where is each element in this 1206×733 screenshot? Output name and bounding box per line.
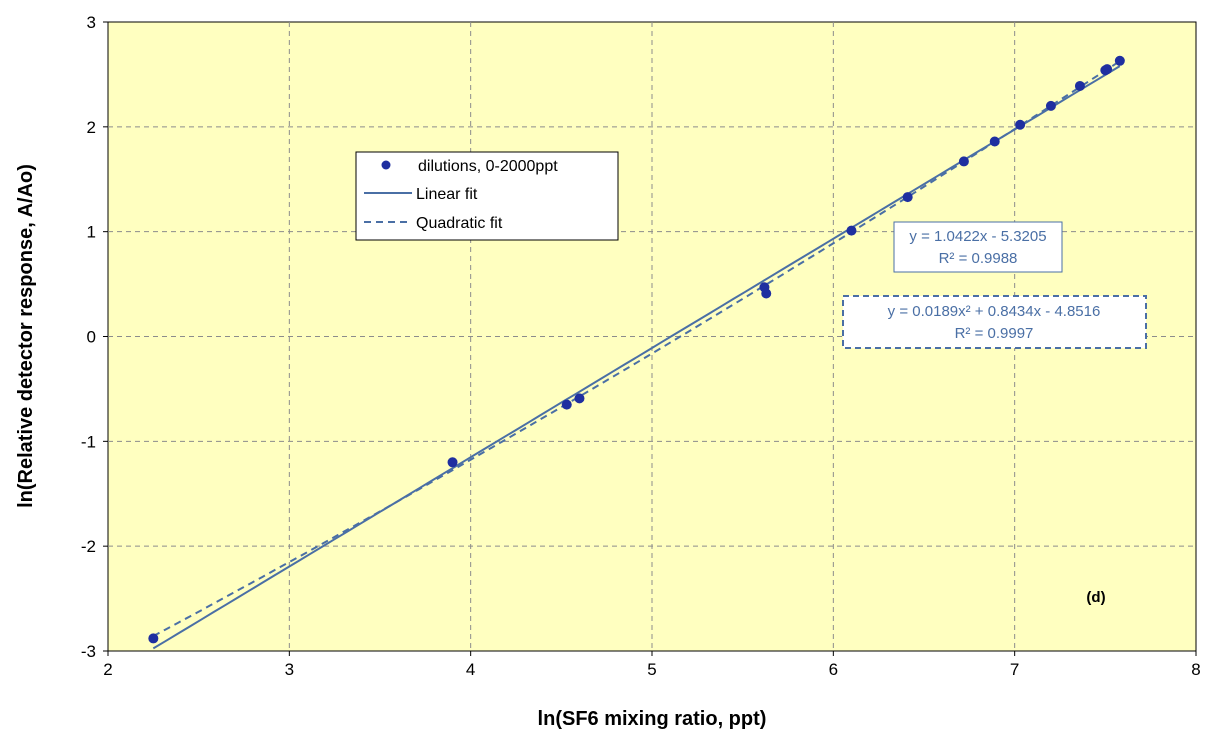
- y-tick-label: 3: [87, 13, 96, 32]
- y-tick-label: -2: [81, 537, 96, 556]
- quadratic-r2: R² = 0.9997: [955, 325, 1034, 342]
- data-point: [902, 192, 913, 203]
- linear-equation-box: y = 1.0422x - 5.3205 R² = 0.9988: [893, 221, 1063, 273]
- legend-label-linear: Linear fit: [416, 186, 478, 203]
- data-point: [1015, 119, 1026, 130]
- data-point: [447, 457, 458, 468]
- x-tick-label: 3: [285, 660, 294, 679]
- x-tick-label: 4: [466, 660, 475, 679]
- legend: dilutions, 0-2000ppt Linear fit Quadrati…: [355, 151, 619, 241]
- axis-ticks: 2 3 4 5 6 7 8 -3 -2 -1 0 1 2 3: [81, 13, 1201, 679]
- legend-label-quadratic: Quadratic fit: [416, 215, 503, 232]
- x-tick-label: 2: [103, 660, 112, 679]
- legend-marker-dilutions: [381, 160, 391, 170]
- x-tick-label: 6: [829, 660, 838, 679]
- y-tick-label: -1: [81, 432, 96, 451]
- linear-equation: y = 1.0422x - 5.3205: [909, 228, 1046, 245]
- data-point: [561, 399, 572, 410]
- legend-label-dilutions: dilutions, 0-2000ppt: [418, 158, 558, 175]
- linear-fit-line: [152, 65, 1121, 650]
- data-point: [761, 288, 772, 299]
- data-point: [1074, 80, 1085, 91]
- data-points: [148, 55, 1125, 644]
- y-tick-label: 1: [87, 223, 96, 242]
- x-axis-title: ln(SF6 mixing ratio, ppt): [538, 708, 767, 730]
- data-point: [1045, 100, 1056, 111]
- quadratic-equation: y = 0.0189x² + 0.8434x - 4.8516: [888, 303, 1101, 320]
- legend-box: [355, 151, 619, 241]
- series: [148, 55, 1125, 650]
- quadratic-fit-line: [152, 60, 1121, 637]
- grid: [108, 22, 1196, 651]
- panel-label: (d): [1086, 589, 1105, 606]
- data-point: [574, 393, 585, 404]
- quadratic-equation-box: y = 0.0189x² + 0.8434x - 4.8516 R² = 0.9…: [842, 295, 1147, 349]
- y-tick-label: -3: [81, 642, 96, 661]
- x-tick-label: 5: [647, 660, 656, 679]
- data-point: [958, 156, 969, 167]
- linear-r2: R² = 0.9988: [939, 250, 1018, 267]
- data-point: [1102, 64, 1113, 75]
- data-point: [148, 633, 159, 644]
- y-tick-label: 0: [87, 328, 96, 347]
- y-tick-label: 2: [87, 118, 96, 137]
- y-axis-title: ln(Relative detector response, A/Ao): [15, 164, 37, 508]
- data-point: [1114, 55, 1125, 66]
- data-point: [846, 225, 857, 236]
- x-tick-label: 8: [1191, 660, 1200, 679]
- data-point: [989, 136, 1000, 147]
- x-tick-label: 7: [1010, 660, 1019, 679]
